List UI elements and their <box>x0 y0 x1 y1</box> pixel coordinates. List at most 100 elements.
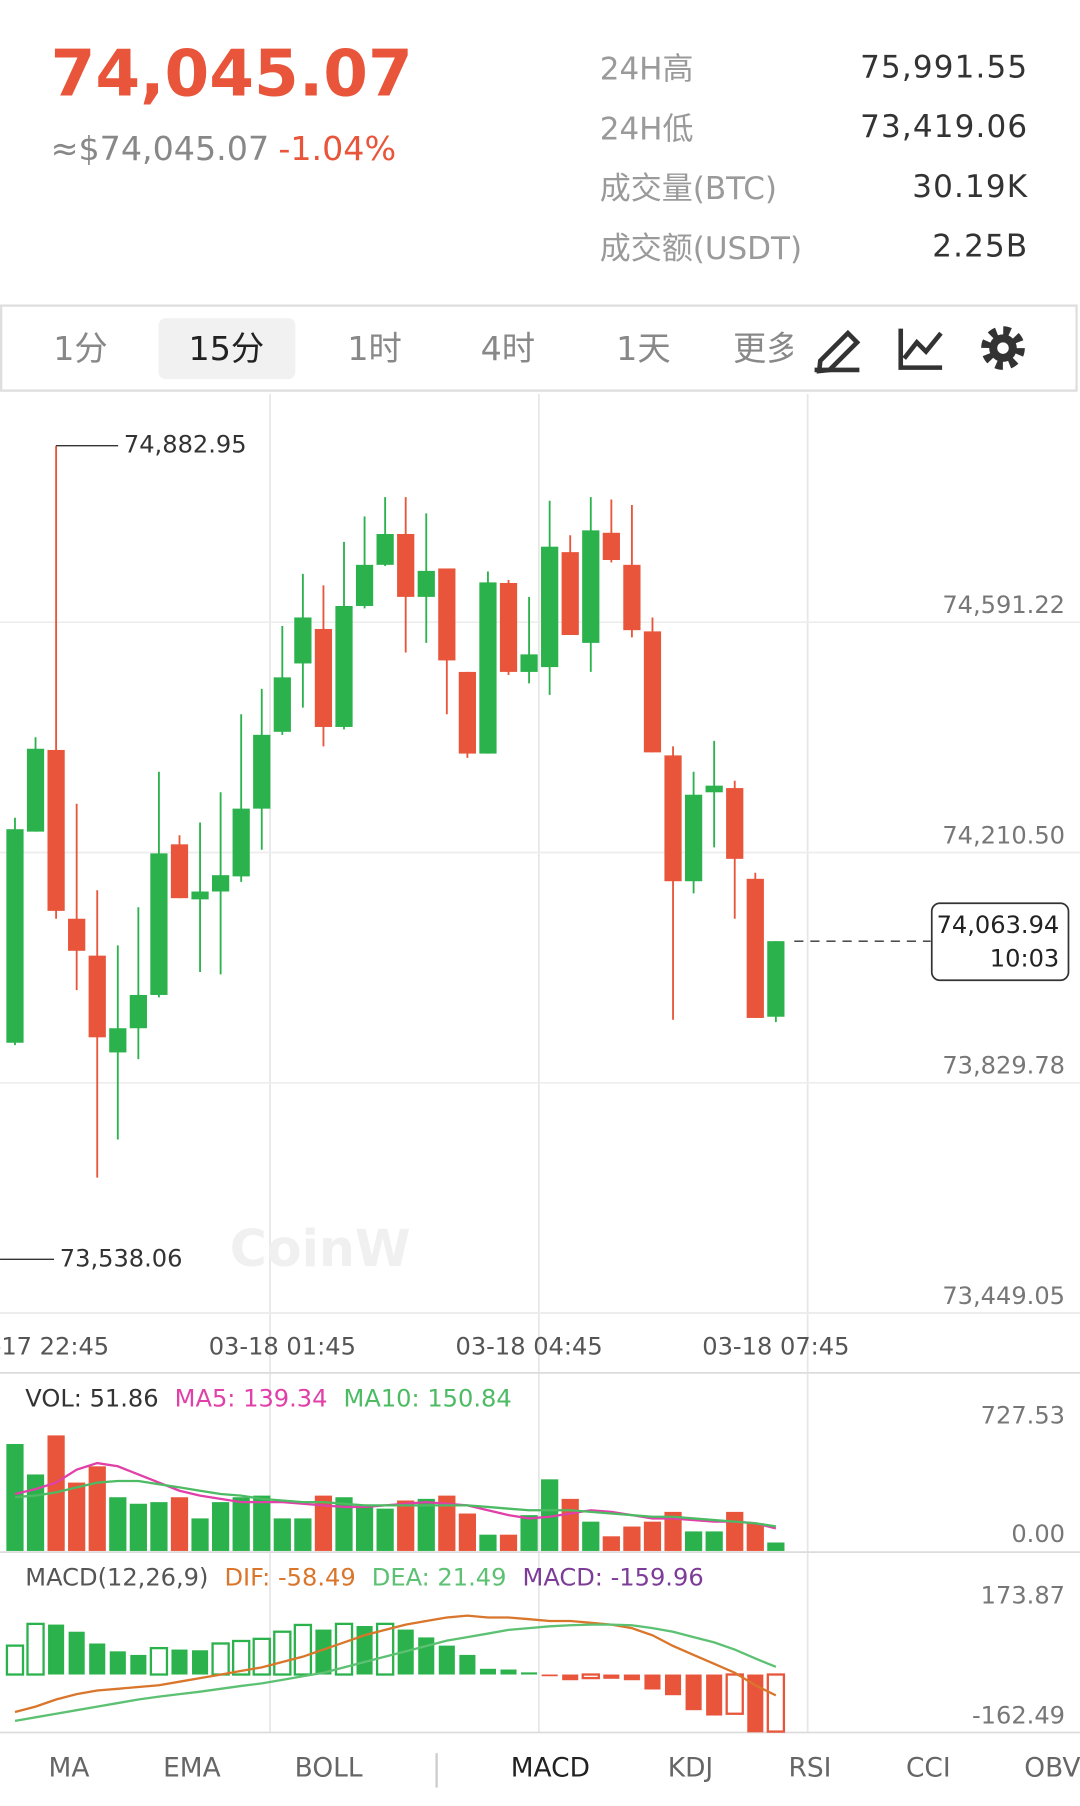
volume-bar <box>541 1479 559 1551</box>
macd-bar <box>418 1637 435 1675</box>
volume-bar <box>746 1523 764 1551</box>
macd-bar <box>273 1630 292 1676</box>
volume-bar <box>6 1444 24 1551</box>
candle-body <box>767 941 785 1017</box>
timeframe-tab[interactable]: 4时 <box>481 329 535 368</box>
timeframe-tab[interactable]: 1分 <box>53 329 107 368</box>
macd-bar <box>706 1674 723 1716</box>
candle-body <box>232 808 250 877</box>
ma-line <box>14 1461 777 1530</box>
volume-bar <box>726 1511 744 1551</box>
volume-bar <box>150 1502 168 1551</box>
x-tick-label: 03-17 22:45 <box>0 1333 109 1361</box>
y-tick-label: -162.49 <box>972 1701 1065 1729</box>
volume-bar <box>520 1515 538 1551</box>
volume-bar <box>397 1500 415 1551</box>
candle-body <box>335 605 353 727</box>
volume-bar <box>191 1518 209 1551</box>
volume-bar <box>684 1531 703 1551</box>
volume-bar <box>232 1497 250 1551</box>
candle-body <box>438 568 456 661</box>
candle-body <box>376 533 394 565</box>
macd-bar <box>211 1642 230 1676</box>
settings-icon[interactable] <box>981 326 1025 370</box>
indicator-tab[interactable]: CCI <box>906 1753 951 1784</box>
volume-bar <box>602 1536 620 1551</box>
candle-body <box>643 631 662 753</box>
y-tick-label: 727.53 <box>981 1401 1065 1429</box>
macd-bar <box>479 1668 496 1675</box>
indicator-tab[interactable]: RSI <box>789 1753 832 1784</box>
candle-body <box>109 1028 127 1053</box>
macd-bar <box>149 1646 169 1676</box>
macd-bar <box>603 1674 620 1679</box>
last-price-box <box>930 902 1070 982</box>
indicator-icon[interactable] <box>898 328 943 370</box>
macd-bar <box>192 1650 209 1675</box>
candle-body <box>150 853 168 995</box>
candle-body <box>726 788 744 859</box>
x-tick-label: 03-18 04:45 <box>455 1333 602 1361</box>
legend-entry: DEA: 21.49 <box>372 1564 507 1592</box>
timeframe-tab[interactable]: 15分 <box>189 329 265 368</box>
volume-bar <box>129 1503 147 1551</box>
indicator-tab[interactable]: BOLL <box>295 1753 363 1784</box>
macd-line <box>14 1614 777 1714</box>
candle-body <box>355 564 374 606</box>
volume-bar <box>68 1482 86 1551</box>
last-price: 74,045.07 <box>51 37 413 112</box>
legend-entry: DIF: -58.49 <box>225 1564 356 1592</box>
candle-body <box>705 785 723 793</box>
macd-bar <box>541 1674 558 1677</box>
candle-body <box>212 875 230 892</box>
macd-bar <box>664 1674 682 1696</box>
macd-bar <box>766 1673 786 1733</box>
plots: 73,449.05 73,829.78 74,210.50 74,591.22 03-1… <box>0 431 1080 1733</box>
candle-body <box>191 891 209 900</box>
volume-bar <box>479 1534 497 1551</box>
macd-bar <box>685 1674 702 1711</box>
timeframe-tab[interactable]: 更多 <box>733 329 800 368</box>
candle-body <box>520 654 538 672</box>
timeframe-tab[interactable]: 1时 <box>347 329 401 368</box>
timeframe-tab[interactable]: 1天 <box>616 329 670 368</box>
macd-bar <box>89 1643 106 1675</box>
candle-body <box>561 552 579 636</box>
y-tick-label: 74,591.22 <box>942 591 1065 619</box>
indicator-tab[interactable]: EMA <box>163 1753 221 1784</box>
legend-entry: MA10: 150.84 <box>344 1384 512 1412</box>
macd-bar <box>315 1629 332 1675</box>
draw-tool-icon[interactable] <box>814 329 861 374</box>
indicator-tab[interactable]: MA <box>49 1753 90 1784</box>
countdown: 10:03 <box>990 945 1059 973</box>
macd-bar <box>747 1674 764 1733</box>
candle-body <box>541 546 559 668</box>
candle-body <box>499 582 518 672</box>
volume-bar <box>417 1498 435 1551</box>
legend-entry: MACD: -159.96 <box>523 1564 704 1592</box>
volume-bar <box>88 1466 106 1551</box>
macd-bar <box>438 1645 455 1675</box>
stat-label: 成交额(USDT) <box>600 231 802 267</box>
volume-bar <box>253 1495 271 1551</box>
candle-body <box>397 533 415 597</box>
y-tick-label: 73,829.78 <box>942 1052 1065 1080</box>
indicator-tab[interactable]: OBV <box>1024 1753 1080 1784</box>
timeframe-selected-bg <box>158 318 296 380</box>
macd-bar <box>562 1674 579 1681</box>
candle-body <box>88 955 106 1038</box>
candle-body <box>68 918 86 951</box>
volume-bar <box>314 1495 333 1551</box>
indicator-tab[interactable]: KDJ <box>668 1753 713 1784</box>
volume-bar <box>26 1474 45 1551</box>
stat-label: 成交量(BTC) <box>600 171 777 207</box>
candle-body <box>664 755 682 882</box>
macd-bar <box>109 1651 126 1675</box>
candle-body <box>129 994 147 1029</box>
macd-bar <box>171 1649 188 1675</box>
volume-bar <box>376 1508 394 1551</box>
macd-bar <box>68 1631 85 1675</box>
indicator-tab[interactable]: MACD <box>511 1753 590 1784</box>
